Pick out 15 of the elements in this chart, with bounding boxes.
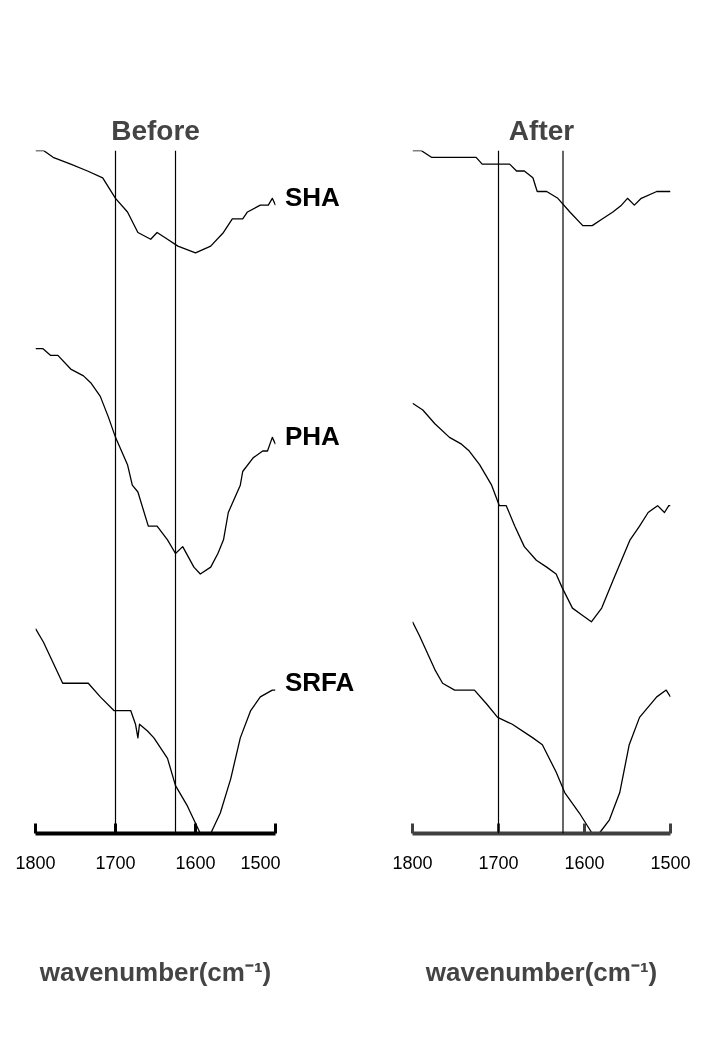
x-axis-title: wavenumber(cm⁻¹): [424, 956, 658, 987]
x-tick-label: 1800: [15, 852, 56, 873]
x-axis-title: wavenumber(cm⁻¹): [38, 956, 272, 987]
series-label: PHA: [285, 421, 341, 452]
x-tick-label: 1600: [564, 852, 605, 873]
x-tick-label: 1800: [392, 852, 433, 873]
series-label: SHA: [285, 182, 341, 213]
chart-title: Before: [111, 114, 200, 146]
x-tick-label: 1500: [240, 852, 281, 873]
series-label: SRFA: [285, 667, 355, 698]
x-tick-label: 1700: [478, 852, 519, 873]
x-tick-label: 1600: [175, 852, 216, 873]
x-tick-label: 1500: [650, 852, 691, 873]
x-tick-label: 1700: [95, 852, 136, 873]
chart-title: After: [508, 114, 575, 146]
